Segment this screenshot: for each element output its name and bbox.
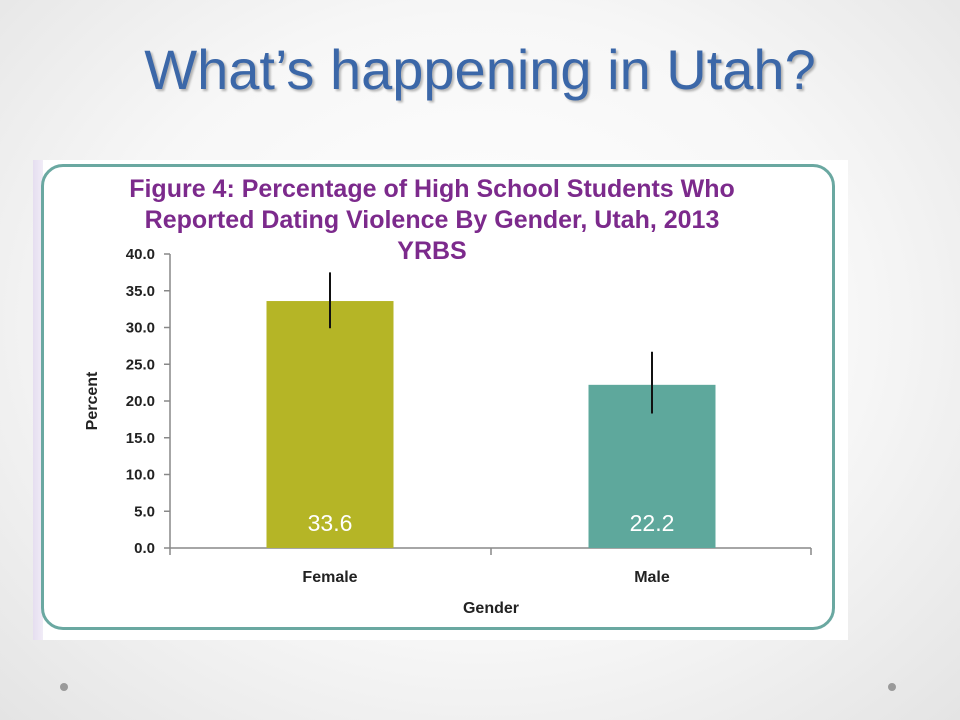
- y-tick-label: 5.0: [134, 503, 155, 520]
- y-tick-label: 20.0: [126, 393, 155, 410]
- figure-image: Figure 4: Percentage of High School Stud…: [33, 160, 848, 640]
- x-tick-label: Female: [302, 569, 357, 586]
- y-tick-label: 10.0: [126, 467, 155, 484]
- chart-title: Figure 4: Percentage of High School Stud…: [129, 175, 735, 265]
- bar-chart: 0.0 5.0 10.0 15.0 20.0 25.0 30.0 35.0 40.0 33.6 Fe…: [84, 246, 812, 617]
- y-tick-label: 35.0: [126, 283, 155, 300]
- slide-dot-left: [60, 683, 68, 691]
- y-tick-label: 25.0: [126, 356, 155, 373]
- x-tick-label: Male: [634, 569, 670, 586]
- data-label-female: 33.6: [308, 510, 353, 536]
- slide-title: What’s happening in Utah?: [144, 38, 816, 101]
- y-tick-label: 30.0: [126, 320, 155, 337]
- y-tick-label: 15.0: [126, 430, 155, 447]
- slide-dot-right: [888, 683, 896, 691]
- data-label-male: 22.2: [630, 510, 675, 536]
- y-tick-label: 40.0: [126, 246, 155, 263]
- bar-female: [266, 301, 394, 548]
- figure-edge-decoration: [33, 160, 43, 640]
- x-axis-title: Gender: [463, 600, 519, 617]
- y-tick-label: 0.0: [134, 540, 155, 557]
- y-axis-title: Percent: [84, 371, 101, 430]
